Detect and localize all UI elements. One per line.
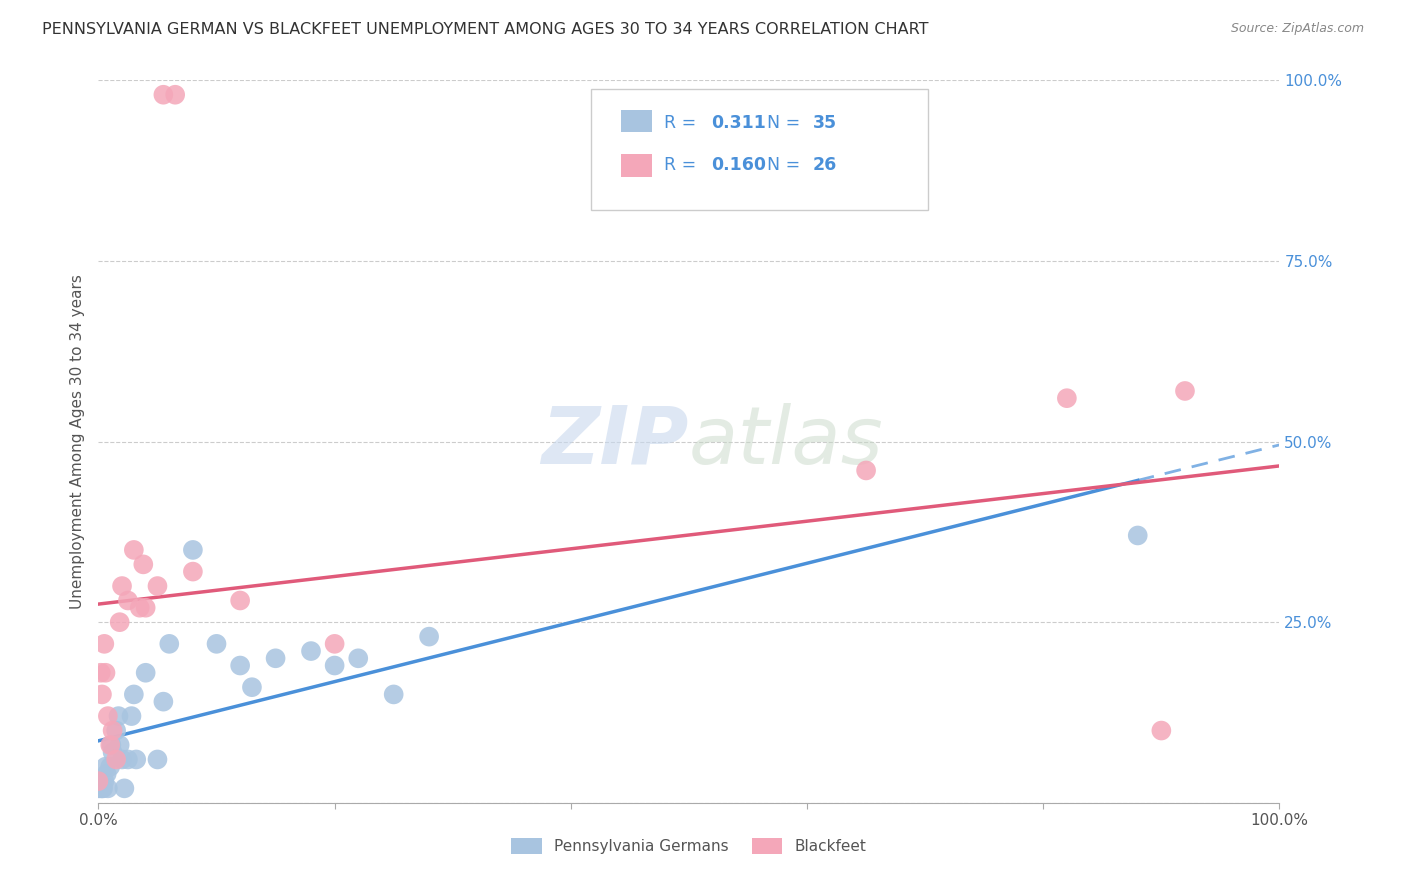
Point	[125, 752, 148, 766]
Point	[93, 774, 115, 789]
Point	[122, 687, 145, 701]
Point	[152, 87, 174, 102]
Point	[108, 615, 131, 630]
Text: 0.311: 0.311	[711, 114, 766, 132]
Text: N =: N =	[756, 156, 806, 174]
Point	[165, 87, 187, 102]
Point	[229, 593, 252, 607]
Point	[90, 665, 112, 680]
Text: PENNSYLVANIA GERMAN VS BLACKFEET UNEMPLOYMENT AMONG AGES 30 TO 34 YEARS CORRELAT: PENNSYLVANIA GERMAN VS BLACKFEET UNEMPLO…	[42, 22, 929, 37]
Text: Source: ZipAtlas.com: Source: ZipAtlas.com	[1230, 22, 1364, 36]
Text: 35: 35	[813, 114, 837, 132]
Point	[121, 709, 143, 723]
Point	[117, 593, 139, 607]
Point	[135, 600, 157, 615]
Point	[299, 644, 322, 658]
Point	[135, 665, 157, 680]
Point	[122, 542, 145, 557]
Point	[1126, 528, 1149, 542]
Point	[91, 781, 114, 796]
Point	[128, 600, 150, 615]
Point	[96, 767, 118, 781]
Point	[181, 542, 204, 557]
Point	[98, 738, 121, 752]
Point	[97, 781, 120, 796]
Point	[347, 651, 370, 665]
Text: atlas: atlas	[689, 402, 884, 481]
Point	[382, 687, 405, 701]
Point	[205, 637, 228, 651]
Point	[101, 723, 124, 738]
Point	[112, 781, 135, 796]
Point	[229, 658, 252, 673]
Point	[323, 658, 346, 673]
Point	[107, 709, 129, 723]
Point	[157, 637, 180, 651]
Point	[93, 637, 115, 651]
Point	[97, 709, 120, 723]
Text: 26: 26	[813, 156, 837, 174]
Point	[94, 760, 117, 774]
Point	[105, 723, 128, 738]
Text: N =: N =	[756, 114, 806, 132]
Point	[855, 463, 877, 477]
Point	[87, 781, 110, 796]
Point	[117, 752, 139, 766]
Point	[152, 695, 174, 709]
Point	[146, 752, 169, 766]
Point	[94, 665, 117, 680]
Point	[98, 760, 121, 774]
Text: 0.160: 0.160	[711, 156, 766, 174]
Point	[108, 738, 131, 752]
Point	[87, 774, 110, 789]
Point	[418, 630, 440, 644]
Point	[181, 565, 204, 579]
Point	[146, 579, 169, 593]
Y-axis label: Unemployment Among Ages 30 to 34 years: Unemployment Among Ages 30 to 34 years	[69, 274, 84, 609]
Point	[132, 558, 155, 572]
Point	[101, 745, 124, 759]
Point	[105, 752, 128, 766]
Point	[240, 680, 263, 694]
Legend: Pennsylvania Germans, Blackfeet: Pennsylvania Germans, Blackfeet	[505, 832, 873, 860]
Point	[111, 579, 134, 593]
Point	[323, 637, 346, 651]
Point	[90, 781, 112, 796]
Point	[1150, 723, 1173, 738]
Point	[100, 738, 122, 752]
Point	[264, 651, 287, 665]
Text: R =: R =	[664, 114, 702, 132]
Point	[1174, 384, 1197, 398]
Text: ZIP: ZIP	[541, 402, 689, 481]
Point	[1056, 391, 1078, 405]
Text: R =: R =	[664, 156, 702, 174]
Point	[91, 781, 114, 796]
Point	[111, 752, 134, 766]
Point	[91, 687, 114, 701]
